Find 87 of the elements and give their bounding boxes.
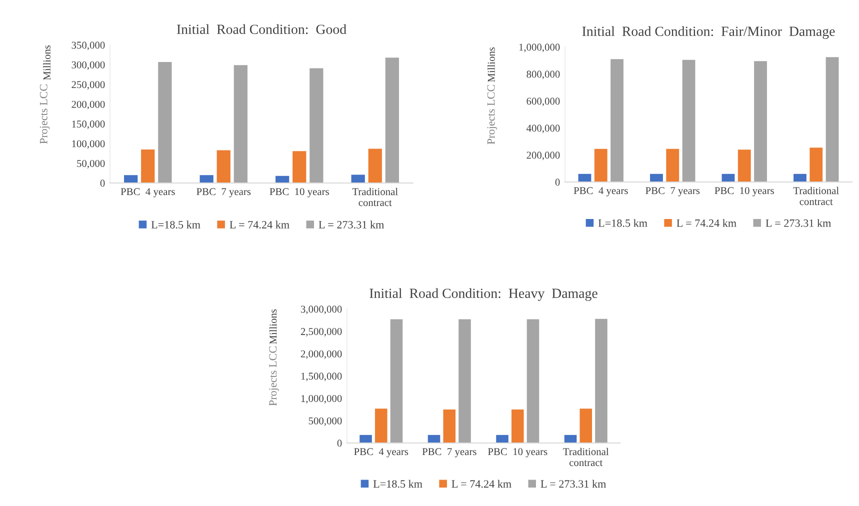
bar xyxy=(368,148,382,183)
x-tick-label: Traditional contract xyxy=(563,448,609,466)
bar xyxy=(578,174,592,182)
text: Millions xyxy=(43,45,50,80)
y-axis-title: Projects LCC xyxy=(40,84,50,144)
bar xyxy=(526,319,540,443)
bar xyxy=(216,150,230,183)
y-tick-label: 400,000 xyxy=(526,124,560,134)
bar xyxy=(200,175,214,183)
legend-label: L=18.5 km xyxy=(151,220,200,229)
y-tick-label: 200,000 xyxy=(72,100,105,110)
y-tick-label: 2,000,000 xyxy=(300,350,342,359)
y-tick-label: 200,000 xyxy=(526,152,560,160)
y-tick-label: 0 xyxy=(337,440,342,447)
legend-label: L = 74.24 km xyxy=(676,219,736,227)
y-tick-label: 350,000 xyxy=(72,42,105,50)
bar xyxy=(124,175,138,183)
y-tick-label: 100,000 xyxy=(72,140,105,149)
bar xyxy=(310,68,324,183)
bar xyxy=(754,61,767,182)
bar xyxy=(610,59,624,182)
bar xyxy=(682,60,696,182)
bar xyxy=(292,151,306,183)
y-tick-label: 3,000,000 xyxy=(300,306,342,314)
bar xyxy=(360,434,372,443)
x-tick-label: Traditional contract xyxy=(793,186,839,206)
y-tick-label: 1,000,000 xyxy=(519,44,560,52)
chart-title: Initial Road Condition: Good xyxy=(176,24,346,34)
bar xyxy=(650,174,663,182)
bar xyxy=(511,410,524,443)
bar xyxy=(595,318,608,443)
y-tick-label: 800,000 xyxy=(526,70,560,80)
y-tick-label: 300,000 xyxy=(72,61,105,70)
bar xyxy=(276,176,290,183)
y-tick-label: 500,000 xyxy=(308,417,342,426)
x-tick-label: PBC 4 years xyxy=(120,188,175,198)
bar xyxy=(594,148,608,182)
bar xyxy=(826,57,839,182)
bar xyxy=(794,174,806,182)
bar xyxy=(385,58,399,183)
legend-label: L = 273.31 km xyxy=(318,220,384,229)
bar xyxy=(580,408,592,443)
bar xyxy=(390,319,403,443)
x-tick-label: PBC 7 years xyxy=(196,188,251,198)
y-tick-label: 600,000 xyxy=(526,98,560,106)
y-tick-label: 0 xyxy=(100,180,105,187)
bar xyxy=(234,65,248,183)
text: Millions xyxy=(488,47,495,82)
bar xyxy=(810,148,823,182)
bar xyxy=(564,434,577,443)
bar xyxy=(141,149,155,183)
bar xyxy=(158,62,172,183)
y-tick-label: 250,000 xyxy=(72,81,105,90)
text: Millions xyxy=(269,309,277,344)
x-tick-label: PBC 10 years xyxy=(270,188,329,198)
bar xyxy=(428,434,440,443)
legend-label: L = 273.31 km xyxy=(766,219,832,227)
legend-label: L=18.5 km xyxy=(598,219,648,227)
bar xyxy=(722,174,735,182)
x-tick-label: PBC 7 years xyxy=(646,187,700,196)
legend-label: L = 273.31 km xyxy=(540,480,606,488)
chart-title: Initial Road Condition: Fair/Minor Damage xyxy=(582,26,835,39)
y-tick-label: 1,500,000 xyxy=(301,372,342,382)
x-tick-label: Traditional contract xyxy=(352,188,398,206)
y-tick-label: 2,500,000 xyxy=(300,328,342,337)
y-axis-title: Projects LCC xyxy=(269,346,279,406)
bar xyxy=(666,148,680,182)
y-axis-title: Projects LCC xyxy=(487,85,498,144)
y-tick-label: 150,000 xyxy=(72,120,105,130)
bar xyxy=(443,410,456,443)
x-tick-label: PBC 7 years xyxy=(422,448,476,458)
x-tick-label: PBC 4 years xyxy=(574,187,628,196)
chart-title: Initial Road Condition: Heavy Damage xyxy=(370,288,598,301)
bar xyxy=(351,174,365,183)
bar xyxy=(374,408,388,443)
x-tick-label: PBC 4 years xyxy=(354,448,408,458)
bar xyxy=(496,434,508,443)
y-tick-label: 50,000 xyxy=(77,160,105,168)
bar xyxy=(458,319,471,443)
y-tick-label: 1,000,000 xyxy=(301,395,342,404)
bar xyxy=(738,150,751,182)
x-tick-label: PBC 10 years xyxy=(488,448,548,458)
legend-label: L = 74.24 km xyxy=(452,480,512,488)
legend-label: L = 74.24 km xyxy=(230,220,290,229)
x-tick-label: PBC 10 years xyxy=(714,187,774,196)
y-tick-label: 0 xyxy=(555,178,560,186)
legend-label: L=18.5 km xyxy=(373,480,422,488)
